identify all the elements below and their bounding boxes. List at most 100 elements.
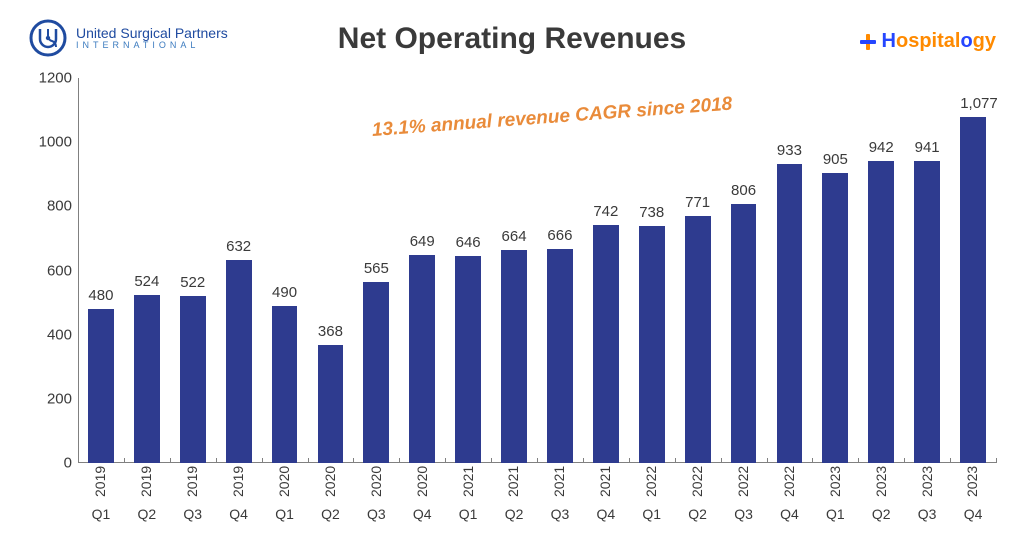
x-axis-cell: 2023Q4	[950, 473, 996, 523]
x-tick-mark	[78, 458, 79, 463]
bar: 771	[685, 216, 711, 463]
bar-value-label: 646	[455, 234, 481, 251]
bar: 742	[593, 225, 619, 463]
right-logo: H ospital o gy	[858, 30, 996, 53]
x-quarter-label: Q1	[445, 506, 491, 523]
x-tick-mark	[583, 458, 584, 463]
x-quarter-label: Q3	[721, 506, 767, 523]
x-axis-cell: 2019Q1	[78, 473, 124, 523]
x-quarter-label: Q3	[904, 506, 950, 523]
bar-value-label: 565	[363, 260, 389, 277]
bar-value-label: 771	[685, 194, 711, 211]
x-quarter-label: Q4	[583, 506, 629, 523]
bar-value-label: 368	[318, 323, 344, 340]
x-tick-mark	[629, 458, 630, 463]
y-tick-label: 600	[47, 262, 72, 279]
x-axis-cell: 2020Q1	[262, 473, 308, 523]
x-tick-mark	[721, 458, 722, 463]
x-axis-cell: 2021Q4	[583, 473, 629, 523]
x-tick-mark	[904, 458, 905, 463]
x-axis-cell: 2019Q3	[170, 473, 216, 523]
bar-value-label: 522	[180, 274, 206, 291]
x-tick-mark	[399, 458, 400, 463]
bar: 565	[363, 282, 389, 463]
bar: 522	[180, 296, 206, 463]
x-quarter-label: Q1	[78, 506, 124, 523]
y-axis: 020040060080010001200	[28, 78, 78, 463]
x-year-label: 2023	[827, 466, 844, 497]
x-quarter-label: Q3	[170, 506, 216, 523]
bar-value-label: 524	[134, 273, 160, 290]
x-tick-mark	[537, 458, 538, 463]
y-tick-label: 200	[47, 390, 72, 407]
bar: 368	[318, 345, 344, 463]
x-year-label: 2023	[873, 466, 890, 497]
x-year-label: 2020	[276, 466, 293, 497]
x-year-label: 2019	[138, 466, 155, 497]
y-tick-label: 1200	[39, 70, 72, 87]
x-year-label: 2023	[965, 466, 982, 497]
x-tick-mark	[491, 458, 492, 463]
x-quarter-label: Q1	[629, 506, 675, 523]
x-year-label: 2022	[735, 466, 752, 497]
right-logo-seg4: gy	[973, 30, 996, 53]
x-axis-cell: 2021Q3	[537, 473, 583, 523]
x-tick-mark	[170, 458, 171, 463]
x-quarter-label: Q3	[353, 506, 399, 523]
bar: 666	[547, 249, 573, 463]
x-year-label: 2019	[230, 466, 247, 497]
y-tick-label: 800	[47, 198, 72, 215]
bar: 480	[88, 309, 114, 463]
y-tick-label: 0	[64, 455, 72, 472]
bar-value-label: 941	[914, 139, 940, 156]
bar: 738	[639, 226, 665, 463]
bar-value-label: 666	[547, 227, 573, 244]
bar: 942	[868, 161, 894, 463]
bar: 490	[272, 306, 298, 463]
x-quarter-label: Q4	[399, 506, 445, 523]
x-quarter-label: Q2	[308, 506, 354, 523]
x-quarter-label: Q4	[216, 506, 262, 523]
plot-area: 480 524 522 632 490 368 565 649 646 664 666 742 738 7…	[78, 78, 996, 463]
x-quarter-label: Q1	[262, 506, 308, 523]
x-tick-mark	[308, 458, 309, 463]
y-tick-label: 400	[47, 326, 72, 343]
x-year-label: 2020	[414, 466, 431, 497]
x-tick-mark	[996, 458, 997, 463]
x-axis-cell: 2022Q2	[675, 473, 721, 523]
x-tick-mark	[675, 458, 676, 463]
bar-value-label: 664	[501, 228, 527, 245]
x-year-label: 2022	[643, 466, 660, 497]
x-year-label: 2021	[506, 466, 523, 497]
x-tick-mark	[353, 458, 354, 463]
x-quarter-label: Q2	[858, 506, 904, 523]
bar: 632	[226, 260, 252, 463]
x-axis-cell: 2022Q4	[767, 473, 813, 523]
bar: 905	[822, 173, 848, 463]
x-axis-cell: 2020Q2	[308, 473, 354, 523]
plus-icon	[858, 32, 878, 52]
bar: 649	[409, 255, 435, 463]
x-axis-cell: 2021Q2	[491, 473, 537, 523]
bar: 941	[914, 161, 940, 463]
x-year-label: 2021	[597, 466, 614, 497]
y-tick-label: 1000	[39, 134, 72, 151]
bar-value-label: 905	[822, 151, 848, 168]
x-axis-cell: 2023Q3	[904, 473, 950, 523]
bar-value-label: 806	[731, 182, 757, 199]
x-axis-cell: 2023Q2	[858, 473, 904, 523]
bar-value-label: 742	[593, 203, 619, 220]
x-quarter-label: Q3	[537, 506, 583, 523]
x-tick-mark	[812, 458, 813, 463]
bar-value-label: 490	[272, 284, 298, 301]
bar-value-label: 632	[226, 238, 252, 255]
x-axis-cell: 2023Q1	[812, 473, 858, 523]
bar: 524	[134, 295, 160, 463]
right-logo-seg2: ospital	[896, 30, 960, 53]
x-axis-cell: 2022Q1	[629, 473, 675, 523]
x-tick-mark	[767, 458, 768, 463]
x-axis-labels: 2019Q12019Q22019Q32019Q42020Q12020Q22020…	[78, 463, 996, 523]
x-quarter-label: Q1	[812, 506, 858, 523]
x-quarter-label: Q2	[491, 506, 537, 523]
header: United Surgical Partners INTERNATIONAL N…	[0, 10, 1024, 70]
